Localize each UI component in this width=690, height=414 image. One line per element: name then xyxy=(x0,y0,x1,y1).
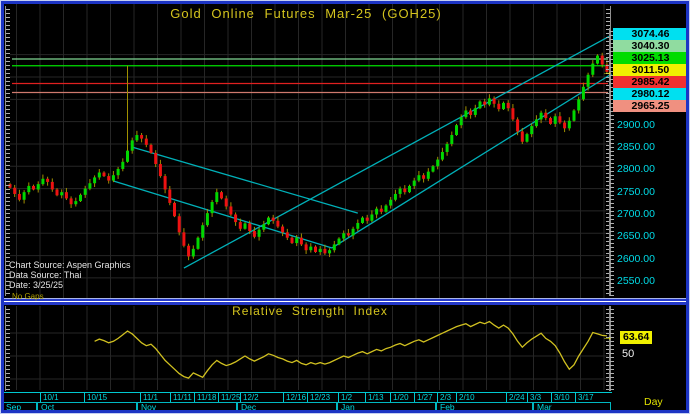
x-axis-month: Jan xyxy=(337,402,436,413)
timeframe-label[interactable]: Day xyxy=(644,396,663,408)
x-axis-date: 2/24 xyxy=(506,393,525,403)
price-axis-tick: 2650.00 xyxy=(617,230,655,243)
x-axis-month: Nov xyxy=(137,402,237,413)
x-axis-date: 11/25 xyxy=(218,393,240,403)
no-gaps-flag: No Gaps xyxy=(12,292,44,301)
price-label: 3011.50 xyxy=(613,64,688,76)
price-axis-tick: 2700.00 xyxy=(617,207,655,220)
x-axis-date: 10/15 xyxy=(84,393,107,403)
data-source-note: Data Source: Thai xyxy=(9,270,82,280)
price-label: 3025.13 xyxy=(613,52,688,64)
price-axis-tick: 2550.00 xyxy=(617,274,655,287)
x-axis-date: 1/2 xyxy=(338,393,352,403)
price-scale-ticks xyxy=(609,28,614,296)
x-axis-date: 1/13 xyxy=(365,393,384,403)
date-note: Date: 3/25/25 xyxy=(9,280,64,290)
chart-title: Gold Online Futures Mar-25 (GOH25) xyxy=(170,6,442,21)
rsi-midline-label: 50 xyxy=(622,348,635,360)
x-axis-date: 2/10 xyxy=(456,393,475,403)
price-label: 2980.12 xyxy=(613,88,688,100)
left-ruler-ticks xyxy=(5,6,10,296)
panel-divider[interactable] xyxy=(0,298,690,305)
time-axis-line xyxy=(0,392,612,393)
price-label: 2985.42 xyxy=(613,76,688,88)
price-axis-tick: 2800.00 xyxy=(617,163,655,176)
x-axis-date: 12/16 xyxy=(283,393,306,403)
rsi-title: Relative Strength Index xyxy=(232,304,388,318)
x-axis-date: 2/3 xyxy=(437,393,451,403)
x-axis-date: 12/23 xyxy=(307,393,330,403)
price-label: 3074.46 xyxy=(613,28,688,40)
x-axis-month: Feb xyxy=(436,402,533,413)
rsi-arrow-icon: → xyxy=(602,331,613,343)
rsi-scale-ticks xyxy=(609,306,614,391)
price-label-stack: 3074.46 3040.30 3025.13 3011.50 2985.42 2980.… xyxy=(613,28,688,112)
x-axis-month: Dec xyxy=(237,402,337,413)
price-axis-tick: 2750.00 xyxy=(617,185,655,198)
rsi-last-value: 63.64 xyxy=(620,331,653,344)
price-axis-tick: 2900.00 xyxy=(617,118,655,131)
x-axis-month: Sep xyxy=(2,402,37,413)
price-label: 3040.30 xyxy=(613,40,688,52)
x-axis-date: 12/2 xyxy=(240,393,259,403)
x-axis-date: 3/10 xyxy=(551,393,570,403)
x-axis-date: 11/11 xyxy=(170,393,192,403)
price-axis-tick: 2850.00 xyxy=(617,140,655,153)
source-block: Chart Source: Aspen Graphics Data Source… xyxy=(9,260,131,302)
x-axis-date: 10/1 xyxy=(40,393,59,403)
x-axis-month: Oct xyxy=(37,402,137,413)
price-label: 2965.25 xyxy=(613,100,688,112)
rsi-left-ruler-ticks xyxy=(5,306,10,391)
x-axis-date: 11/18 xyxy=(194,393,216,403)
x-axis-date: 3/3 xyxy=(527,393,541,403)
x-axis-date: 1/27 xyxy=(414,393,433,403)
x-axis-date: 1/20 xyxy=(390,393,409,403)
x-axis-date: 11/1 xyxy=(140,393,158,403)
last-price-arrow-icon: → xyxy=(602,66,613,78)
x-axis-date: 3/17 xyxy=(575,393,594,403)
price-axis-tick: 2600.00 xyxy=(617,252,655,265)
x-axis-month: Mar xyxy=(533,402,611,413)
chart-source-note: Chart Source: Aspen Graphics xyxy=(9,260,131,270)
